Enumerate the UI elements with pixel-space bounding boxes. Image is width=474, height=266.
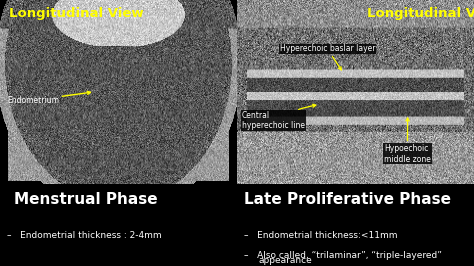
Text: –   Endometrial thickness : 2-4mm: – Endometrial thickness : 2-4mm: [7, 231, 162, 240]
Text: Late Proliferative Phase: Late Proliferative Phase: [244, 192, 451, 207]
Text: –   Endometrial thickness:<11mm: – Endometrial thickness:<11mm: [244, 231, 398, 240]
Text: Central
hyperechoic line: Central hyperechoic line: [242, 104, 316, 131]
Text: Longitudinal View: Longitudinal View: [9, 7, 144, 20]
Text: appearance: appearance: [258, 256, 312, 265]
Text: Hyperechoic baslar layer: Hyperechoic baslar layer: [280, 44, 375, 70]
Text: Longitudinal View: Longitudinal View: [367, 7, 474, 20]
Text: Hypoechoic
middle zone: Hypoechoic middle zone: [384, 118, 431, 164]
Text: Endometrium: Endometrium: [7, 91, 91, 105]
Text: Menstrual Phase: Menstrual Phase: [14, 192, 158, 207]
Text: –   Also called, “trilaminar”, “triple-layered”: – Also called, “trilaminar”, “triple-lay…: [244, 251, 442, 260]
